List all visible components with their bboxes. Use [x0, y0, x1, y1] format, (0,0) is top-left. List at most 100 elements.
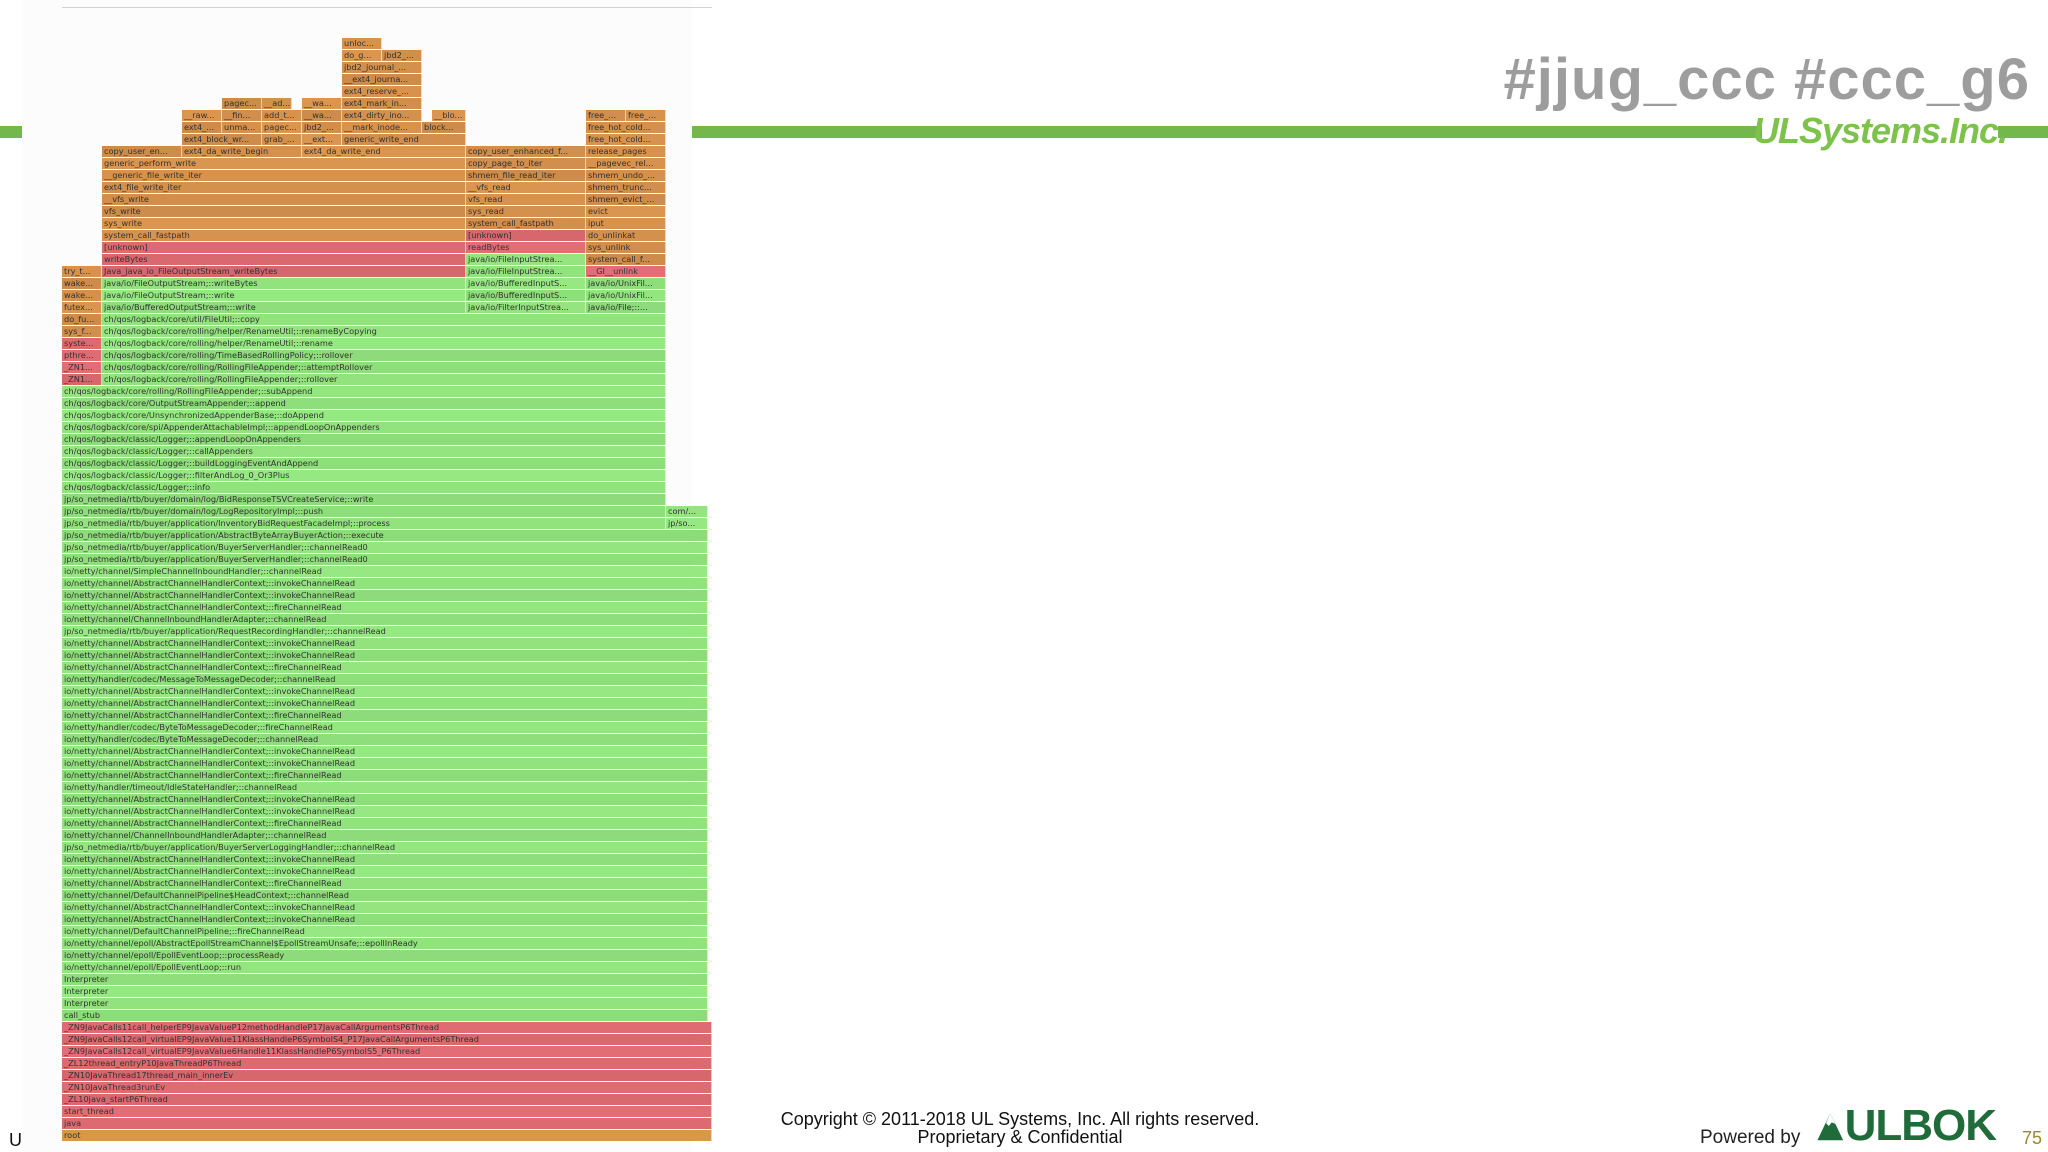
- flame-frame[interactable]: io/netty/handler/timeout/IdleStateHandle…: [62, 782, 708, 793]
- flame-frame[interactable]: io/netty/channel/AbstractChannelHandlerC…: [62, 686, 708, 697]
- flame-frame[interactable]: futex...: [62, 302, 102, 313]
- flame-frame[interactable]: vfs_read: [466, 194, 586, 205]
- flame-frame[interactable]: system_call_fastpath: [102, 230, 466, 241]
- flame-frame[interactable]: _ZN9JavaCalls12call_virtualEP9JavaValue1…: [62, 1034, 712, 1045]
- flame-frame[interactable]: sys_unlink: [586, 242, 666, 253]
- flame-frame[interactable]: pagec...: [262, 122, 302, 133]
- flame-frame[interactable]: jp/so_netmedia/rtb/buyer/application/Inv…: [62, 518, 666, 529]
- flame-frame[interactable]: release_pages: [586, 146, 666, 157]
- flame-frame[interactable]: io/netty/channel/AbstractChannelHandlerC…: [62, 710, 708, 721]
- flame-frame[interactable]: io/netty/handler/codec/MessageToMessageD…: [62, 674, 708, 685]
- flame-frame[interactable]: ch/qos/logback/core/UnsynchronizedAppend…: [62, 410, 666, 421]
- flame-frame[interactable]: java/io/File;::...: [586, 302, 666, 313]
- flame-frame[interactable]: grab_...: [262, 134, 302, 145]
- flame-frame[interactable]: io/netty/channel/ChannelInboundHandlerAd…: [62, 830, 708, 841]
- flame-frame[interactable]: __ext4_journa...: [342, 74, 422, 85]
- flame-frame[interactable]: ext4_...: [182, 122, 222, 133]
- flame-frame[interactable]: io/netty/channel/AbstractChannelHandlerC…: [62, 590, 708, 601]
- flame-frame[interactable]: io/netty/channel/AbstractChannelHandlerC…: [62, 698, 708, 709]
- flame-frame[interactable]: _ZN1...: [62, 362, 102, 373]
- flame-frame[interactable]: __blo...: [432, 110, 466, 121]
- flame-frame[interactable]: Java_java_io_FileOutputStream_writeBytes: [102, 266, 466, 277]
- flame-frame[interactable]: java: [62, 1118, 712, 1129]
- flame-frame[interactable]: Interpreter: [62, 974, 708, 985]
- flame-frame[interactable]: ch/qos/logback/classic/Logger;::callAppe…: [62, 446, 666, 457]
- flame-frame[interactable]: evict: [586, 206, 666, 217]
- flame-frame[interactable]: ch/qos/logback/core/util/FileUtil;::copy: [102, 314, 666, 325]
- flame-frame[interactable]: io/netty/channel/AbstractChannelHandlerC…: [62, 866, 708, 877]
- flame-frame[interactable]: io/netty/channel/AbstractChannelHandlerC…: [62, 578, 708, 589]
- flame-frame[interactable]: start_thread: [62, 1106, 712, 1117]
- flame-frame[interactable]: ext4_mark_in...: [342, 98, 422, 109]
- flame-frame[interactable]: jp/so_netmedia/rtb/buyer/application/Req…: [62, 626, 708, 637]
- flame-frame[interactable]: jp/so_netmedia/rtb/buyer/application/Abs…: [62, 530, 708, 541]
- flame-frame[interactable]: ext4_dirty_ino...: [342, 110, 422, 121]
- flame-frame[interactable]: io/netty/channel/AbstractChannelHandlerC…: [62, 650, 708, 661]
- flame-frame[interactable]: syste...: [62, 338, 102, 349]
- flame-frame[interactable]: ch/qos/logback/core/spi/AppenderAttachab…: [62, 422, 666, 433]
- flame-frame[interactable]: java/io/BufferedInputS...: [466, 290, 586, 301]
- flame-frame[interactable]: ch/qos/logback/classic/Logger;::buildLog…: [62, 458, 666, 469]
- flame-frame[interactable]: io/netty/channel/AbstractChannelHandlerC…: [62, 854, 708, 865]
- flame-frame[interactable]: __ext...: [302, 134, 342, 145]
- flame-frame[interactable]: jp/so_netmedia/rtb/buyer/application/Buy…: [62, 842, 708, 853]
- flame-frame[interactable]: _ZL10java_startP6Thread: [62, 1094, 712, 1105]
- flame-frame[interactable]: io/netty/channel/epoll/AbstractEpollStre…: [62, 938, 708, 949]
- flame-frame[interactable]: __wa...: [302, 98, 342, 109]
- flame-frame[interactable]: copy_page_to_iter: [466, 158, 586, 169]
- flame-frame[interactable]: wake...: [62, 290, 102, 301]
- flame-frame[interactable]: ch/qos/logback/core/rolling/RollingFileA…: [102, 362, 666, 373]
- flame-frame[interactable]: ch/qos/logback/classic/Logger;::info: [62, 482, 666, 493]
- flame-frame[interactable]: io/netty/channel/AbstractChannelHandlerC…: [62, 806, 708, 817]
- flame-frame[interactable]: _ZN10JavaThread17thread_main_innerEv: [62, 1070, 712, 1081]
- flame-frame[interactable]: free_hot_cold...: [586, 122, 666, 133]
- flame-frame[interactable]: java/io/BufferedOutputStream;::write: [102, 302, 466, 313]
- flame-frame[interactable]: jp/so...: [666, 518, 708, 529]
- flame-frame[interactable]: system_call_fastpath: [466, 218, 586, 229]
- flame-frame[interactable]: readBytes: [466, 242, 586, 253]
- flame-frame[interactable]: _ZN1...: [62, 374, 102, 385]
- flame-frame[interactable]: call_stub: [62, 1010, 708, 1021]
- flame-frame[interactable]: pagec...: [222, 98, 262, 109]
- flame-frame[interactable]: ch/qos/logback/core/rolling/RollingFileA…: [62, 386, 666, 397]
- flame-frame[interactable]: generic_perform_write: [102, 158, 466, 169]
- flame-frame[interactable]: java/io/FilterInputStrea...: [466, 302, 586, 313]
- flame-frame[interactable]: Interpreter: [62, 998, 708, 1009]
- flame-frame[interactable]: ch/qos/logback/core/rolling/RollingFileA…: [102, 374, 666, 385]
- flame-frame[interactable]: do_g...: [342, 50, 382, 61]
- flame-frame[interactable]: io/netty/channel/AbstractChannelHandlerC…: [62, 794, 708, 805]
- flame-frame[interactable]: io/netty/channel/AbstractChannelHandlerC…: [62, 770, 708, 781]
- flame-frame[interactable]: io/netty/channel/DefaultChannelPipeline$…: [62, 890, 708, 901]
- flame-frame[interactable]: io/netty/channel/AbstractChannelHandlerC…: [62, 878, 708, 889]
- flame-frame[interactable]: ch/qos/logback/core/rolling/helper/Renam…: [102, 326, 666, 337]
- flame-frame[interactable]: __raw...: [182, 110, 222, 121]
- flame-frame[interactable]: __ad...: [262, 98, 292, 109]
- flame-frame[interactable]: java/io/UnixFil...: [586, 278, 666, 289]
- flame-frame[interactable]: iput: [586, 218, 666, 229]
- flame-frame[interactable]: copy_user_en...: [102, 146, 182, 157]
- flame-frame[interactable]: jp/so_netmedia/rtb/buyer/application/Buy…: [62, 542, 708, 553]
- flame-frame[interactable]: java/io/FileInputStrea...: [466, 254, 586, 265]
- flame-frame[interactable]: add_t...: [262, 110, 302, 121]
- flame-frame[interactable]: sys_write: [102, 218, 466, 229]
- flame-frame[interactable]: java/io/FileOutputStream;::write: [102, 290, 466, 301]
- flame-frame[interactable]: jp/so_netmedia/rtb/buyer/domain/log/LogR…: [62, 506, 666, 517]
- flame-frame[interactable]: io/netty/channel/SimpleChannelInboundHan…: [62, 566, 708, 577]
- flame-frame[interactable]: io/netty/channel/epoll/EpollEventLoop;::…: [62, 962, 708, 973]
- flame-frame[interactable]: sys_read: [466, 206, 586, 217]
- flame-frame[interactable]: jbd2_journal_...: [342, 62, 422, 73]
- flame-frame[interactable]: writeBytes: [102, 254, 466, 265]
- flame-frame[interactable]: free_...: [626, 110, 666, 121]
- flame-frame[interactable]: ext4_da_write_begin: [182, 146, 302, 157]
- flame-frame[interactable]: io/netty/channel/AbstractChannelHandlerC…: [62, 746, 708, 757]
- flame-frame[interactable]: ch/qos/logback/classic/Logger;::appendLo…: [62, 434, 666, 445]
- flame-frame[interactable]: [unknown]: [466, 230, 586, 241]
- flame-frame[interactable]: _ZN9JavaCalls12call_virtualEP9JavaValue6…: [62, 1046, 712, 1057]
- flame-frame[interactable]: ch/qos/logback/core/rolling/TimeBasedRol…: [102, 350, 666, 361]
- flame-frame[interactable]: generic_write_end: [342, 134, 466, 145]
- flame-frame[interactable]: __wa...: [302, 110, 342, 121]
- flame-frame[interactable]: io/netty/channel/ChannelInboundHandlerAd…: [62, 614, 708, 625]
- flame-frame[interactable]: ch/qos/logback/classic/Logger;::filterAn…: [62, 470, 666, 481]
- flame-frame[interactable]: _ZL12thread_entryP10JavaThreadP6Thread: [62, 1058, 712, 1069]
- flame-frame[interactable]: __vfs_read: [466, 182, 586, 193]
